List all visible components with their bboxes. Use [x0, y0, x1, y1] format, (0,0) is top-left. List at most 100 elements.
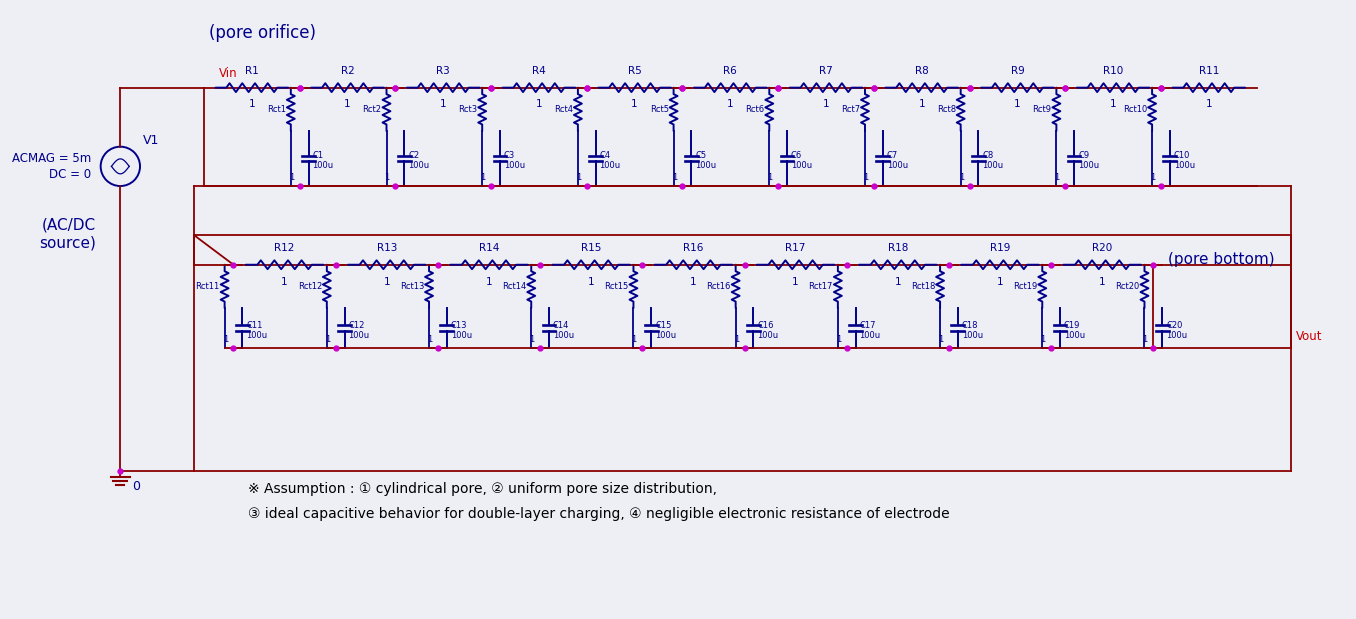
Text: 1: 1	[384, 277, 391, 287]
Text: 100u: 100u	[1064, 331, 1085, 340]
Text: 100u: 100u	[961, 331, 983, 340]
Text: Rct3: Rct3	[458, 105, 477, 114]
Text: 100u: 100u	[408, 161, 430, 170]
Text: 1: 1	[895, 277, 902, 287]
Text: 1: 1	[632, 100, 637, 110]
Text: C16: C16	[757, 321, 774, 330]
Text: V1: V1	[142, 134, 160, 147]
Text: Rct14: Rct14	[502, 282, 526, 291]
Text: Vin: Vin	[218, 67, 237, 80]
Text: 1: 1	[835, 335, 841, 344]
Text: C7: C7	[887, 151, 898, 160]
Text: Rct7: Rct7	[841, 105, 860, 114]
Text: 1: 1	[632, 335, 637, 344]
Text: 1: 1	[385, 173, 389, 182]
Text: 1: 1	[734, 335, 739, 344]
Text: Rct6: Rct6	[746, 105, 765, 114]
Text: Vout: Vout	[1296, 331, 1322, 344]
Text: 100u: 100u	[247, 331, 267, 340]
Text: 100u: 100u	[1078, 161, 1100, 170]
Text: C1: C1	[312, 151, 324, 160]
Text: C19: C19	[1064, 321, 1081, 330]
Text: R15: R15	[580, 243, 602, 253]
Text: R18: R18	[888, 243, 909, 253]
Text: R8: R8	[915, 66, 929, 76]
Text: 100u: 100u	[791, 161, 812, 170]
Text: 1: 1	[248, 100, 255, 110]
Text: Rct19: Rct19	[1013, 282, 1037, 291]
Text: Rct13: Rct13	[400, 282, 424, 291]
Text: C18: C18	[961, 321, 978, 330]
Text: R3: R3	[437, 66, 450, 76]
Text: 1: 1	[576, 173, 582, 182]
Text: Rct2: Rct2	[362, 105, 381, 114]
Text: R9: R9	[1010, 66, 1024, 76]
Text: R6: R6	[723, 66, 738, 76]
Text: Rct5: Rct5	[650, 105, 669, 114]
Text: 1: 1	[918, 100, 925, 110]
Text: R1: R1	[245, 66, 259, 76]
Text: Rct10: Rct10	[1123, 105, 1147, 114]
Text: 100u: 100u	[504, 161, 525, 170]
Text: 1: 1	[1014, 100, 1021, 110]
Text: 1: 1	[529, 335, 534, 344]
Text: R17: R17	[785, 243, 805, 253]
Text: C4: C4	[599, 151, 610, 160]
Text: C8: C8	[982, 151, 994, 160]
Text: Rct16: Rct16	[706, 282, 731, 291]
Text: R16: R16	[683, 243, 704, 253]
Text: 1: 1	[792, 277, 799, 287]
Text: 1: 1	[1098, 277, 1105, 287]
Text: C2: C2	[408, 151, 419, 160]
Text: (AC/DC: (AC/DC	[42, 218, 96, 233]
Text: (pore bottom): (pore bottom)	[1168, 253, 1275, 267]
Text: 1: 1	[690, 277, 697, 287]
Text: C6: C6	[791, 151, 803, 160]
Text: R13: R13	[377, 243, 397, 253]
Text: 100u: 100u	[450, 331, 472, 340]
Text: R10: R10	[1102, 66, 1123, 76]
Text: Rct15: Rct15	[605, 282, 629, 291]
Text: C14: C14	[553, 321, 570, 330]
Text: 100u: 100u	[757, 331, 778, 340]
Text: ※ Assumption : ① cylindrical pore, ② uniform pore size distribution,: ※ Assumption : ① cylindrical pore, ② uni…	[248, 482, 717, 496]
Text: Rct12: Rct12	[298, 282, 321, 291]
Text: 1: 1	[938, 335, 944, 344]
Text: 1: 1	[480, 173, 485, 182]
Text: 1: 1	[485, 277, 492, 287]
Text: 100u: 100u	[655, 331, 677, 340]
Text: 1: 1	[222, 335, 228, 344]
Text: R7: R7	[819, 66, 833, 76]
Text: 1: 1	[325, 335, 330, 344]
Text: R2: R2	[340, 66, 354, 76]
Text: C9: C9	[1078, 151, 1089, 160]
Text: 1: 1	[439, 100, 446, 110]
Text: Rct17: Rct17	[808, 282, 833, 291]
Text: 100u: 100u	[696, 161, 716, 170]
Text: 1: 1	[589, 277, 594, 287]
Text: C13: C13	[450, 321, 468, 330]
Text: ③ ideal capacitive behavior for double-layer charging, ④ negligible electronic r: ③ ideal capacitive behavior for double-l…	[248, 506, 949, 521]
Text: R12: R12	[274, 243, 294, 253]
Text: C17: C17	[860, 321, 876, 330]
Text: Rct4: Rct4	[555, 105, 574, 114]
Text: Rct1: Rct1	[267, 105, 286, 114]
Text: 100u: 100u	[887, 161, 907, 170]
Text: Rct20: Rct20	[1116, 282, 1139, 291]
Text: Rct18: Rct18	[911, 282, 936, 291]
Text: 1: 1	[289, 173, 294, 182]
Text: R11: R11	[1199, 66, 1219, 76]
Text: C11: C11	[247, 321, 263, 330]
Text: 1: 1	[1040, 335, 1045, 344]
Text: 100u: 100u	[553, 331, 574, 340]
Text: 1: 1	[1205, 100, 1212, 110]
Text: Rct9: Rct9	[1032, 105, 1051, 114]
Text: 100u: 100u	[1166, 331, 1188, 340]
Text: 100u: 100u	[312, 161, 334, 170]
Text: 1: 1	[862, 173, 868, 182]
Text: 1: 1	[1055, 173, 1059, 182]
Text: 1: 1	[959, 173, 964, 182]
Text: 100u: 100u	[1174, 161, 1195, 170]
Text: 1: 1	[997, 277, 1003, 287]
Text: Rct8: Rct8	[937, 105, 956, 114]
